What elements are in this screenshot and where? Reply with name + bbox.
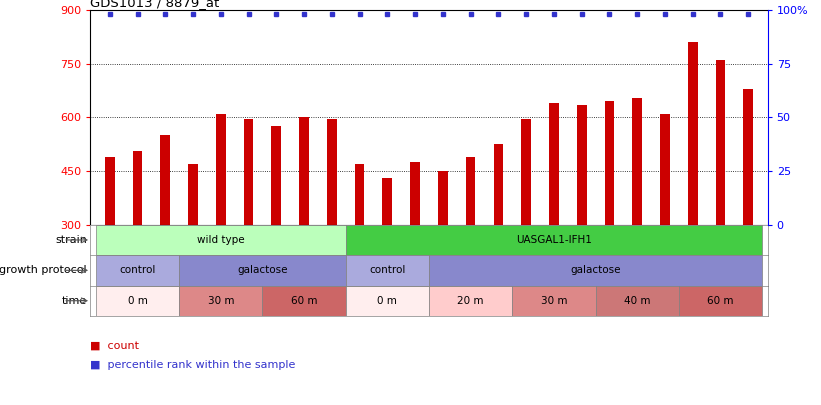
Bar [632,98,642,225]
Bar [549,103,559,225]
Bar [660,114,670,225]
Bar [429,255,762,286]
Bar [512,286,595,316]
Bar [96,286,179,316]
Text: 0 m: 0 m [127,296,148,306]
Bar [160,135,170,225]
Bar [355,164,365,225]
Text: 0 m: 0 m [378,296,397,306]
Bar [299,117,309,225]
Text: 30 m: 30 m [541,296,567,306]
Text: ■  count: ■ count [90,340,140,350]
Bar [96,225,346,255]
Bar [521,119,531,225]
Text: 60 m: 60 m [707,296,734,306]
Text: GDS1013 / 8879_at: GDS1013 / 8879_at [90,0,219,9]
Text: growth protocol: growth protocol [0,265,87,275]
Bar [133,151,142,225]
Text: strain: strain [55,235,87,245]
Bar [327,119,337,225]
Bar [577,105,586,225]
Bar [346,286,429,316]
Text: galactose: galactose [571,265,621,275]
Text: 40 m: 40 m [624,296,650,306]
Text: UASGAL1-IFH1: UASGAL1-IFH1 [516,235,592,245]
Text: 20 m: 20 m [457,296,484,306]
Text: control: control [369,265,406,275]
Text: control: control [119,265,156,275]
Bar [188,164,198,225]
Bar [595,286,679,316]
Bar [410,162,420,225]
Bar [244,119,254,225]
Text: time: time [62,296,87,306]
Text: ■  percentile rank within the sample: ■ percentile rank within the sample [90,360,296,371]
Bar [466,157,475,225]
Bar [604,101,614,225]
Text: 30 m: 30 m [208,296,234,306]
Bar [688,42,698,225]
Bar [716,60,725,225]
Bar [743,89,753,225]
Bar [679,286,762,316]
Bar [346,255,429,286]
Text: wild type: wild type [197,235,245,245]
Bar [346,225,762,255]
Bar [438,171,447,225]
Bar [429,286,512,316]
Bar [179,286,263,316]
Bar [216,114,226,225]
Bar [493,144,503,225]
Bar [179,255,346,286]
Bar [383,178,392,225]
Bar [96,255,179,286]
Bar [105,157,115,225]
Text: 60 m: 60 m [291,296,317,306]
Bar [272,126,281,225]
Bar [263,286,346,316]
Text: galactose: galactose [237,265,287,275]
